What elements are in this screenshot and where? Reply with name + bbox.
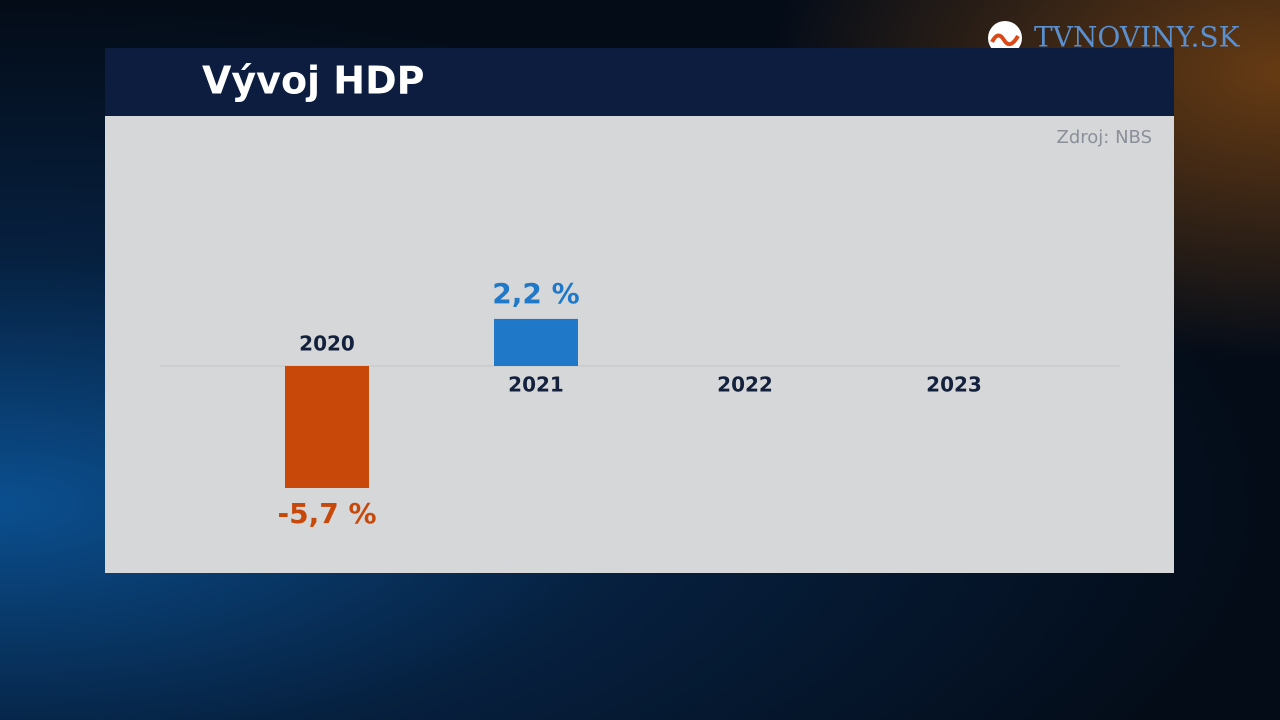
category-label: 2020 [299, 332, 355, 356]
category-label: 2022 [717, 373, 773, 397]
source: Zdroj: NBS [1057, 127, 1152, 148]
category-label: 2021 [508, 373, 564, 397]
chart-title: Vývoj HDP [202, 59, 425, 103]
category-label: 2023 [926, 373, 982, 397]
header-bar [105, 48, 1174, 116]
value-label: 2,2 % [492, 277, 579, 310]
bar [285, 366, 369, 488]
value-label: -5,7 % [277, 497, 376, 530]
panel [105, 116, 1174, 573]
bar [494, 318, 578, 366]
brand-icon-wave [990, 33, 1020, 47]
